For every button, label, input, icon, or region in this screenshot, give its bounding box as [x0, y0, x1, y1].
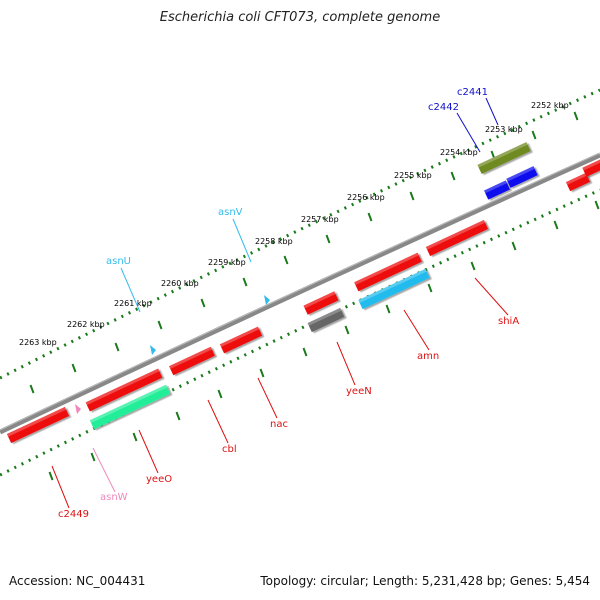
gene-leader-line — [474, 277, 509, 316]
gene-labels: c2441 c2442 asnV asnU shiA amn yeeN nac cbl yeeO a… — [58, 87, 519, 520]
gene-feature[interactable] — [477, 142, 531, 174]
ruler-tick-label: 2259 kbp — [208, 258, 246, 267]
gene-label[interactable]: c2441 — [457, 87, 488, 98]
gene-label[interactable]: amn — [417, 351, 439, 362]
ruler-tick-label: 2254 kbp — [440, 148, 478, 157]
ruler-tick — [71, 363, 77, 373]
gene-leader-line — [456, 112, 481, 153]
accession-text: Accession: NC_004431 — [9, 574, 146, 588]
ruler-tick — [531, 130, 537, 140]
gene-leader-line — [120, 267, 141, 313]
gene-leader-line — [92, 447, 116, 493]
gene-feature[interactable] — [169, 346, 215, 376]
gene-feature[interactable] — [303, 291, 339, 315]
ruler-tick — [157, 320, 163, 330]
gene-feature[interactable] — [425, 219, 489, 257]
trna-feature[interactable] — [264, 295, 270, 305]
ruler-tick-label: 2263 kbp — [19, 338, 57, 347]
gene-label[interactable]: nac — [270, 419, 288, 430]
gene-label[interactable]: asnU — [106, 256, 131, 267]
ruler-tick — [470, 261, 476, 271]
gene-label[interactable]: c2442 — [428, 102, 459, 113]
inner-ruler-track — [0, 188, 600, 477]
ruler-tick-label: 2261 kbp — [114, 299, 152, 308]
ruler-tick-label: 2260 kbp — [161, 279, 199, 288]
genome-backbone — [0, 152, 600, 435]
ruler-tick-label: 2258 kbp — [255, 237, 293, 246]
gene-features — [6, 142, 600, 444]
gene-leader-line — [207, 399, 229, 444]
ruler-tick — [114, 342, 120, 352]
ruler-tick — [217, 389, 223, 399]
genome-summary-text: Topology: circular; Length: 5,231,428 bp… — [260, 574, 590, 588]
gene-label[interactable]: shiA — [498, 316, 519, 327]
gene-feature[interactable] — [307, 307, 345, 333]
ruler-tick-label: 2252 kbp — [531, 101, 569, 110]
ruler-tick — [132, 432, 138, 442]
gene-feature[interactable] — [85, 368, 163, 412]
ruler-tick — [511, 241, 517, 251]
ruler-tick — [367, 212, 373, 222]
ruler-tick — [48, 471, 54, 481]
gene-feature[interactable] — [354, 252, 422, 292]
ruler-tick — [385, 304, 391, 314]
ruler-tick — [259, 368, 265, 378]
gene-leader-line — [336, 341, 356, 386]
gene-leader-line — [403, 309, 430, 351]
gene-label-leaders — [51, 97, 509, 509]
gene-leader-line — [257, 377, 278, 419]
gene-label[interactable]: cbl — [222, 444, 237, 455]
ruler-tick — [302, 347, 308, 357]
ruler-tick — [409, 191, 415, 201]
genome-title: Escherichia coli CFT073, complete genome — [159, 10, 441, 25]
gene-feature[interactable] — [506, 166, 538, 188]
gene-label[interactable]: yeeO — [146, 474, 172, 485]
ruler-tick — [553, 220, 559, 230]
ruler-tick-label: 2262 kbp — [67, 320, 105, 329]
gene-feature[interactable] — [6, 406, 70, 444]
gene-feature[interactable] — [219, 326, 263, 354]
ruler-tick — [573, 111, 579, 121]
ruler-tick-label: 2255 kbp — [394, 171, 432, 180]
ruler-tick — [594, 200, 600, 210]
gene-leader-line — [232, 218, 252, 263]
trna-feature[interactable] — [150, 345, 156, 355]
gene-leader-line — [51, 465, 70, 509]
gene-leader-line — [485, 97, 499, 126]
gene-leader-line — [138, 429, 159, 474]
trna-feature[interactable] — [75, 404, 81, 414]
gene-feature[interactable] — [484, 180, 510, 200]
ruler-tick — [427, 283, 433, 293]
gene-label[interactable]: asnV — [218, 207, 243, 218]
ruler-tick — [90, 452, 96, 462]
gene-label[interactable]: yeeN — [346, 386, 372, 397]
ruler-tick-label: 2253 kbp — [485, 125, 523, 134]
gene-label[interactable]: asnW — [100, 492, 128, 503]
ruler-tick-label: 2257 kbp — [301, 215, 339, 224]
ruler-tick — [450, 171, 456, 181]
gene-feature[interactable] — [582, 155, 600, 177]
ruler-tick — [200, 298, 206, 308]
ruler-tick — [29, 384, 35, 394]
ruler-tick-label: 2256 kbp — [347, 193, 385, 202]
ruler-tick — [325, 234, 331, 244]
gene-label[interactable]: c2449 — [58, 509, 89, 520]
ruler-tick — [242, 277, 248, 287]
gene-feature[interactable] — [565, 172, 591, 192]
ruler-tick — [344, 325, 350, 335]
ruler-tick — [283, 255, 289, 265]
gene-feature[interactable] — [89, 384, 171, 430]
ruler-tick — [175, 411, 181, 421]
ruler-major-ticks — [29, 111, 600, 481]
gene-feature[interactable] — [358, 268, 430, 310]
ruler-labels: 2252 kbp 2253 kbp 2254 kbp 2255 kbp 2256 kbp… — [19, 101, 569, 347]
outer-ruler-track — [0, 88, 600, 380]
